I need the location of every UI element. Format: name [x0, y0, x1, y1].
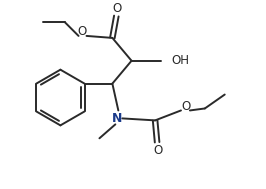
Text: O: O: [77, 26, 86, 38]
Text: O: O: [181, 100, 190, 113]
Text: O: O: [153, 144, 163, 157]
Text: OH: OH: [171, 54, 189, 67]
Text: N: N: [112, 112, 123, 125]
Text: O: O: [113, 2, 122, 15]
